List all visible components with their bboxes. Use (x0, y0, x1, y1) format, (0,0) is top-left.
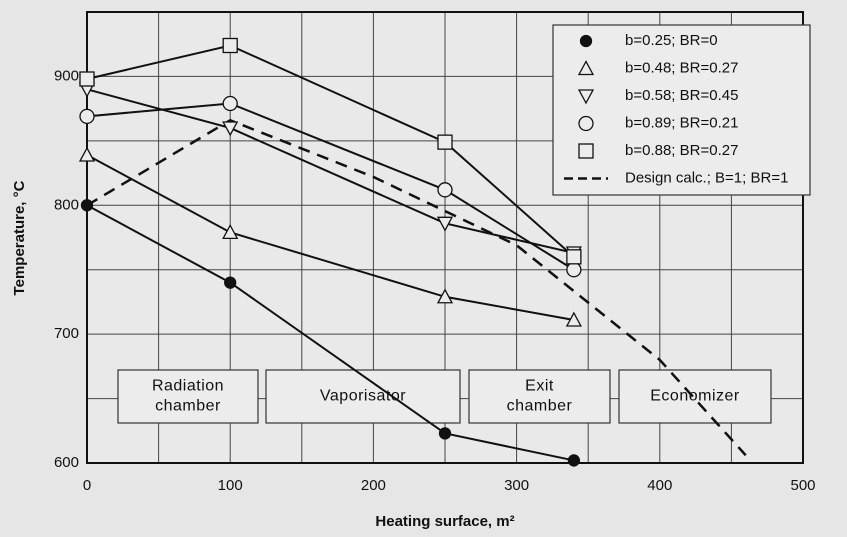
marker (436, 288, 454, 304)
region-box: Exit chamber (468, 369, 611, 424)
region-label: chamber (155, 398, 221, 415)
marker (436, 216, 454, 232)
x-tick-label: 500 (790, 477, 815, 494)
region-box: Vaporisator (265, 369, 461, 424)
y-tick-label: 700 (54, 325, 79, 342)
region-box: Radiation chamber (117, 369, 259, 424)
x-tick-label: 200 (361, 477, 386, 494)
marker (79, 108, 95, 125)
marker (577, 89, 595, 105)
series-line (86, 154, 575, 321)
series-line (86, 88, 575, 254)
y-tick-label: 600 (54, 454, 79, 471)
marker (78, 146, 96, 162)
region-box-frame (468, 369, 611, 424)
marker (565, 311, 582, 327)
y-tick-label: 800 (54, 196, 79, 213)
marker (80, 199, 94, 212)
legend-label: b=0.88; BR=0.27 (625, 142, 738, 159)
marker (79, 71, 95, 87)
region-label: Radiation (152, 378, 224, 395)
marker (222, 121, 239, 137)
marker (579, 34, 593, 48)
series-line (86, 204, 575, 462)
region-label: Vaporisator (320, 388, 406, 405)
region-box: Economizer (618, 369, 772, 424)
y-tick-label: 900 (54, 67, 79, 84)
marker (222, 37, 238, 54)
marker (566, 249, 582, 265)
marker (222, 95, 238, 112)
marker (566, 262, 582, 278)
legend-label: b=0.89; BR=0.21 (625, 114, 738, 131)
region-label: Exit (525, 378, 554, 395)
marker (578, 115, 594, 132)
x-axis-label: Heating surface, m² (375, 513, 514, 530)
legend-label: b=0.48; BR=0.27 (625, 59, 738, 76)
region-box-frame (117, 369, 259, 424)
plot-frame (86, 11, 804, 464)
marker (437, 134, 453, 150)
marker (577, 60, 595, 76)
y-axis-label: Temperature, °C (11, 180, 28, 295)
region-label: Economizer (650, 388, 740, 405)
legend (552, 24, 811, 196)
series-line (86, 118, 747, 457)
marker (437, 182, 453, 198)
marker (222, 223, 239, 239)
series-line (86, 44, 575, 258)
marker (224, 276, 237, 289)
region-box-frame (618, 369, 772, 424)
x-tick-label: 0 (83, 477, 91, 494)
region-box-frame (265, 369, 461, 424)
legend-label: b=0.25; BR=0 (625, 32, 718, 49)
x-tick-label: 100 (218, 477, 243, 494)
x-tick-label: 300 (504, 477, 529, 494)
x-tick-label: 400 (647, 477, 672, 494)
region-label: chamber (507, 398, 573, 415)
marker (578, 143, 594, 159)
legend-label: Design calc.; B=1; BR=1 (625, 169, 788, 186)
marker (567, 454, 581, 467)
legend-label: b=0.58; BR=0.45 (625, 87, 738, 104)
series-line (86, 102, 575, 271)
marker (438, 427, 452, 440)
